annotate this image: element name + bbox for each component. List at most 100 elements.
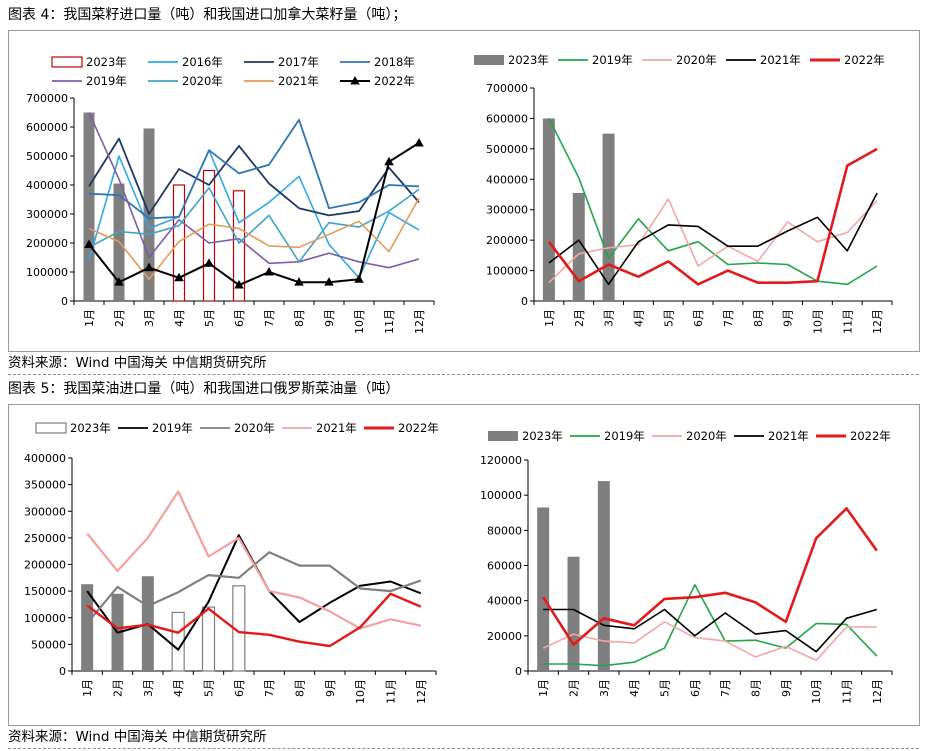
x-tick-label: 4月: [632, 309, 645, 327]
series-line: [88, 187, 420, 263]
legend-label: 2020年: [234, 421, 275, 435]
x-tick-label: 8月: [752, 309, 765, 327]
rapeseed-oil-import-chart: 0 50000 100000 150000 200000 250000 300000 3500…: [24, 421, 439, 704]
x-tick-label: 5月: [662, 309, 675, 327]
series-point: [114, 277, 124, 286]
y-tick-label: 20000: [487, 630, 522, 643]
y-tick-label: 300000: [24, 505, 66, 518]
series-line: [548, 118, 878, 286]
bar: [172, 184, 186, 302]
y-tick-label: 100000: [480, 489, 522, 502]
series-point: [354, 274, 364, 283]
y-tick-label: 400000: [486, 173, 528, 186]
legend-label: 2022年: [374, 74, 415, 88]
x-tick-label: 8月: [750, 679, 763, 697]
series-line: [548, 192, 878, 286]
x-tick-label: 1月: [81, 679, 94, 697]
legend-label: 2021年: [278, 74, 319, 88]
legend-label: 2020年: [182, 74, 223, 88]
series-point: [414, 137, 424, 147]
legend-swatch: [35, 422, 67, 434]
y-tick-label: 50000: [31, 638, 66, 651]
y-tick-label: 400000: [24, 452, 66, 465]
x-tick-label: 6月: [689, 679, 702, 697]
series-line: [86, 592, 422, 648]
legend-label: 2017年: [278, 55, 319, 69]
y-tick-label: 60000: [487, 560, 522, 573]
x-tick-label: 6月: [233, 679, 246, 697]
y-tick-label: 700000: [26, 92, 68, 105]
legend-label: 2018年: [374, 55, 415, 69]
bar: [232, 190, 246, 302]
x-tick-label: 9月: [323, 309, 336, 327]
y-tick-label: 150000: [24, 585, 66, 598]
figure-5-separator: [8, 748, 919, 749]
x-tick-label: 4月: [628, 679, 641, 697]
series-point: [234, 280, 244, 289]
x-tick-label: 7月: [722, 309, 735, 327]
y-tick-label: 0: [521, 295, 528, 308]
x-tick-label: 6月: [692, 309, 705, 327]
legend-label: 2022年: [850, 429, 891, 443]
legend-label: 2022年: [398, 421, 439, 435]
series-point: [264, 267, 274, 276]
y-tick-label: 300000: [26, 208, 68, 221]
y-tick-label: 0: [59, 665, 66, 678]
series-point: [324, 277, 334, 286]
bar: [597, 481, 610, 671]
y-tick-label: 120000: [480, 454, 522, 467]
bar: [542, 118, 555, 301]
x-tick-label: 11月: [841, 679, 854, 704]
y-tick-label: 300000: [486, 204, 528, 217]
y-tick-label: 100000: [486, 265, 528, 278]
legend-swatch: [51, 56, 83, 68]
x-tick-label: 2月: [113, 309, 126, 327]
figure-5-source: 资料来源：Wind 中国海关 中信期货研究所: [8, 729, 267, 745]
y-tick-label: 100000: [24, 612, 66, 625]
series-line: [86, 490, 422, 630]
legend-label: 2019年: [604, 429, 645, 443]
series-point: [204, 258, 214, 267]
legend-label: 2022年: [844, 53, 885, 67]
legend-label: 2019年: [86, 74, 127, 88]
x-tick-label: 9月: [782, 309, 795, 327]
x-tick-label: 3月: [603, 309, 616, 327]
x-tick-label: 10月: [810, 679, 823, 704]
x-tick-label: 8月: [293, 309, 306, 327]
y-tick-label: 0: [515, 665, 522, 678]
series-line: [543, 584, 878, 667]
x-tick-label: 1月: [83, 309, 96, 327]
x-tick-label: 7月: [263, 679, 276, 697]
bar: [572, 192, 585, 301]
bar: [567, 556, 580, 671]
legend-label: 2019年: [592, 53, 633, 67]
canola-import-chart: 0 100000 200000 300000 400000 500000 600000 700…: [26, 55, 435, 334]
x-tick-label: 3月: [143, 309, 156, 327]
y-tick-label: 0: [61, 295, 68, 308]
y-tick-label: 80000: [487, 524, 522, 537]
series-line: [547, 147, 878, 286]
canada-canola-import-chart: 0 100000 200000 300000 400000 500000 600000 700…: [474, 53, 893, 334]
x-tick-label: 11月: [385, 679, 398, 704]
y-tick-label: 250000: [24, 532, 66, 545]
series-line: [88, 149, 420, 279]
figure-4-source: 资料来源：Wind 中国海关 中信期货研究所: [8, 355, 267, 371]
series-line: [88, 197, 420, 281]
x-tick-label: 7月: [719, 679, 732, 697]
legend-marker: [350, 76, 360, 85]
series-point: [294, 277, 304, 286]
legend-label: 2023年: [70, 421, 111, 435]
x-tick-label: 11月: [383, 309, 396, 334]
x-tick-label: 12月: [415, 679, 428, 704]
series-point: [84, 239, 94, 248]
bar: [83, 112, 95, 301]
legend-label: 2020年: [676, 53, 717, 67]
x-tick-label: 11月: [841, 309, 854, 334]
x-tick-label: 3月: [598, 679, 611, 697]
x-tick-label: 7月: [263, 309, 276, 327]
x-tick-label: 1月: [537, 679, 550, 697]
y-tick-label: 400000: [26, 179, 68, 192]
legend-label: 2021年: [760, 53, 801, 67]
series-line: [542, 507, 878, 646]
x-tick-label: 5月: [203, 679, 216, 697]
